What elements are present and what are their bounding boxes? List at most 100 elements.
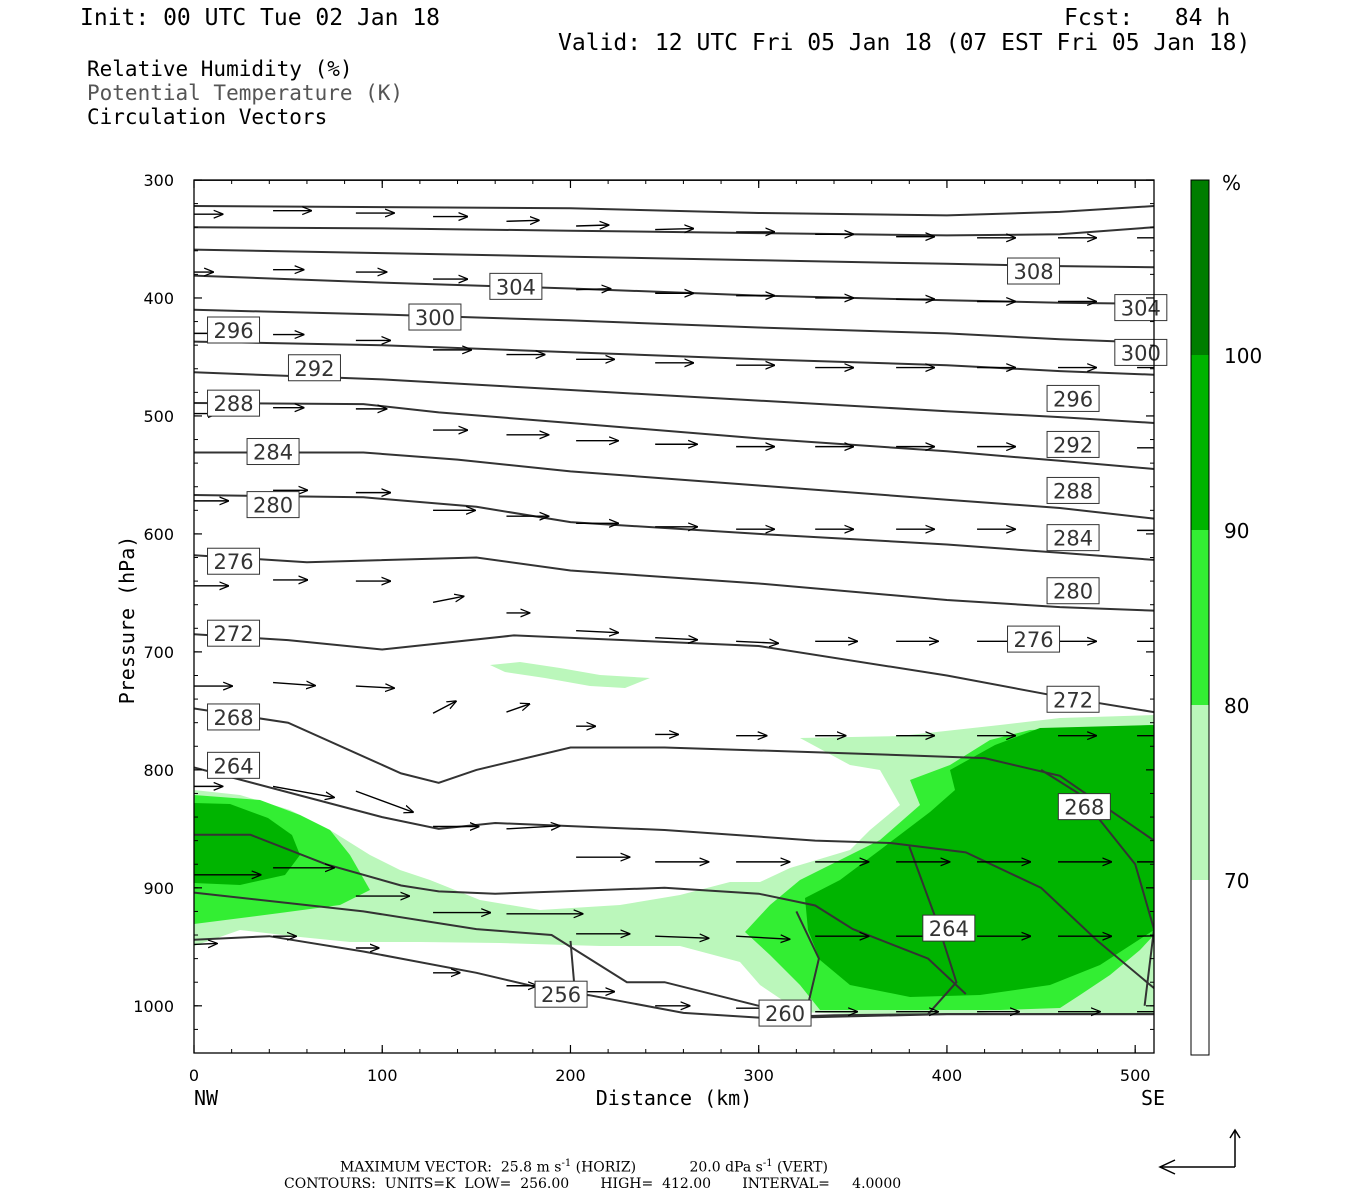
theta-label: 272: [1046, 685, 1100, 713]
colorbar-band-70-80: [1191, 705, 1209, 880]
circulation-vector: [194, 943, 217, 944]
theta-label-text: 264: [929, 917, 969, 941]
y-axis: 300 400 500 600 700 800 900 1000: [133, 171, 1154, 1054]
x-tick-label: 300: [743, 1066, 774, 1085]
colorbar: % 100 90 80 70: [1190, 171, 1262, 1056]
theta-label-text: 260: [765, 1002, 805, 1026]
colorbar-label-100: 100: [1224, 344, 1262, 368]
circulation-vector: [736, 936, 789, 939]
theta-label: 292: [1046, 430, 1100, 458]
theta-label-text: 268: [1064, 796, 1104, 820]
theta-label-text: 308: [1013, 260, 1053, 284]
y-axis-label: Pressure (hPa): [115, 536, 139, 705]
theta-label: 264: [207, 751, 261, 779]
theta-contour-line: [194, 340, 1154, 376]
legend-theta: Potential Temperature (K): [87, 81, 404, 105]
y-tick-label: 400: [143, 289, 174, 308]
theta-contour-line: [194, 226, 1154, 237]
theta-label-text: 280: [1053, 580, 1093, 604]
theta-label-text: 300: [415, 306, 455, 330]
circulation-vector: [736, 641, 778, 643]
colorbar-frame: [1190, 179, 1210, 1056]
plot-frame: [193, 179, 1155, 1054]
theta-label: 260: [758, 999, 812, 1027]
theta-label-box: [1114, 338, 1168, 366]
circulation-vectors: [194, 211, 1154, 1012]
theta-label: 268: [207, 703, 261, 731]
theta-label: 304: [1114, 294, 1168, 322]
theta-label: 284: [1046, 524, 1100, 552]
theta-contour-line: [194, 891, 1154, 1019]
theta-label-box: [207, 547, 261, 575]
theta-label-text: 288: [213, 392, 253, 416]
theta-label: 292: [287, 354, 341, 382]
theta-label-box: [1046, 384, 1100, 412]
theta-contour-line: [908, 846, 958, 1015]
theta-label: 284: [246, 438, 300, 466]
circulation-vector: [655, 936, 708, 938]
circulation-vector: [655, 638, 697, 640]
init-time: Init: 00 UTC Tue 02 Jan 18: [80, 5, 441, 31]
theta-label: 276: [1007, 625, 1061, 653]
reference-vector-icon: [1158, 1128, 1241, 1175]
theta-contours: [194, 180, 1154, 1019]
theta-label: 288: [207, 389, 261, 417]
theta-label-box: [287, 354, 341, 382]
theta-label-text: 296: [213, 319, 253, 343]
theta-contour-line: [194, 308, 1154, 344]
y-tick-label: 800: [143, 761, 174, 780]
theta-label-box: [1057, 793, 1111, 821]
theta-contour-line: [194, 494, 1154, 561]
max-vector-label: MAXIMUM VECTOR:: [340, 1159, 492, 1176]
rh-90-100-core-west: [194, 803, 300, 885]
theta-label: 304: [489, 272, 543, 300]
theta-label-text: 296: [1053, 387, 1093, 411]
circulation-vector: [272, 785, 334, 797]
theta-contour-line: [194, 707, 1154, 842]
theta-label: 300: [408, 303, 462, 331]
rh-90-100-core-east: [805, 725, 1154, 997]
circulation-vector: [655, 229, 693, 230]
colorbar-band-100: [1191, 180, 1209, 355]
theta-label-box: [207, 619, 261, 647]
theta-label-text: 284: [253, 441, 293, 465]
rh-shading: [194, 662, 1154, 1014]
theta-label-text: 276: [213, 550, 253, 574]
theta-contour-labels: 308 304 304 300 300 296 296 292 292 288 288 284 284 2…: [207, 257, 1168, 1027]
theta-label-box: [1007, 625, 1061, 653]
theta-label: 280: [1046, 577, 1100, 605]
colorbar-band-below-70: [1191, 880, 1209, 1055]
theta-label: 296: [207, 316, 261, 344]
circulation-vector: [355, 790, 413, 812]
theta-contour-line: [194, 766, 1154, 989]
circulation-vector: [432, 701, 456, 714]
theta-label: 308: [1007, 257, 1061, 285]
colorbar-label-90: 90: [1224, 519, 1249, 543]
colorbar-band-90-100: [1191, 355, 1209, 530]
y-tick-label: 300: [143, 171, 174, 190]
theta-label-box: [207, 316, 261, 344]
colorbar-unit: %: [1222, 171, 1241, 195]
theta-contour-line: [194, 371, 1154, 424]
theta-label-text: 304: [496, 275, 536, 299]
circulation-vector: [273, 683, 315, 686]
theta-contour-line: [795, 910, 820, 1015]
x-tick-label: 200: [555, 1066, 586, 1085]
theta-label-box: [246, 491, 300, 519]
theta-label: 256: [534, 980, 588, 1008]
vert-suffix: (VERT): [772, 1159, 828, 1176]
circulation-vector: [432, 596, 463, 604]
y-tick-label: 700: [143, 643, 174, 662]
x-tick-label: 100: [367, 1066, 398, 1085]
x-axis: 0 100 200 300 400 500: [189, 180, 1150, 1085]
theta-label-box: [408, 303, 462, 331]
circulation-vector: [355, 686, 394, 688]
horiz-exponent: -1: [561, 1158, 572, 1169]
vert-exponent: -1: [762, 1158, 773, 1169]
theta-contour-line: [194, 402, 1154, 470]
legend-vectors: Circulation Vectors: [87, 105, 328, 129]
circulation-vector: [506, 826, 559, 829]
theta-contour-line: [1040, 769, 1154, 1006]
theta-label-text: 272: [213, 622, 253, 646]
theta-label-box: [489, 272, 543, 300]
